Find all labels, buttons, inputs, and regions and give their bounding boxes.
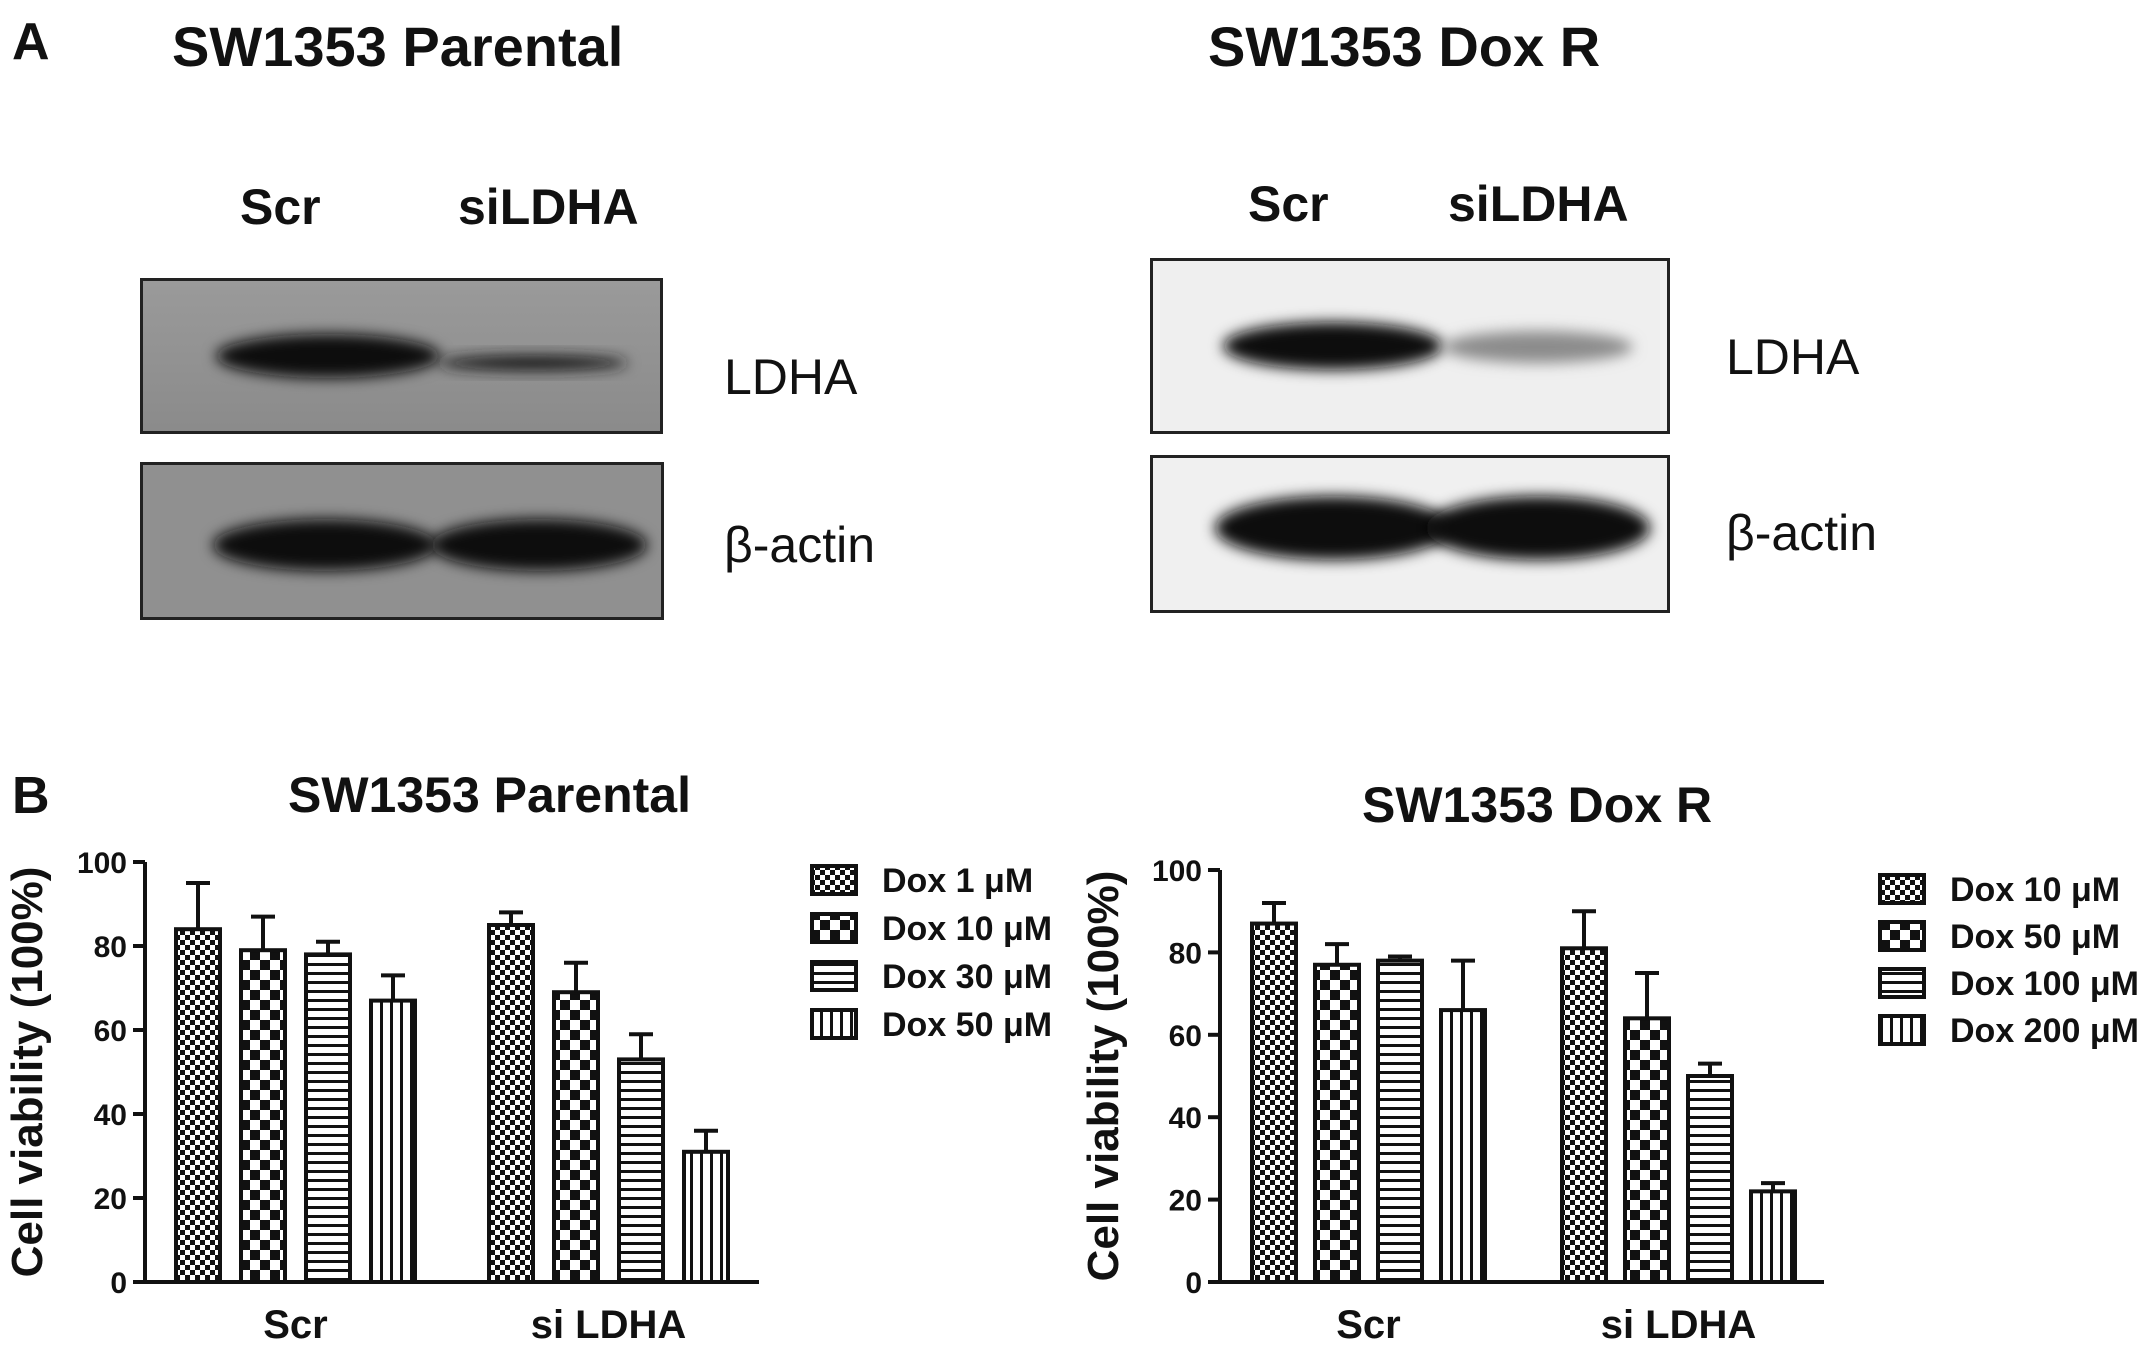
bar	[174, 927, 222, 1284]
band-actin-scr	[213, 519, 437, 571]
legend-swatch	[1878, 873, 1926, 905]
protein-label-ldha: LDHA	[724, 349, 858, 405]
band-actin-sildha	[431, 519, 647, 571]
bar	[1686, 1074, 1734, 1284]
bar	[239, 948, 287, 1284]
ldha-blot-parental	[140, 278, 663, 434]
legend-label: Dox 10 μM	[1950, 871, 2120, 909]
bar	[1560, 946, 1608, 1285]
panel-a-label: A	[12, 13, 50, 71]
y-tick-label: 60	[94, 1015, 127, 1048]
bar	[1623, 1016, 1671, 1284]
band-actin-sildha	[1426, 496, 1650, 560]
chart-title-parental: SW1353 Parental	[288, 767, 691, 823]
actin-blot-parental-image	[143, 465, 661, 617]
bar	[304, 952, 352, 1285]
bar	[1439, 1008, 1487, 1285]
bar	[369, 998, 417, 1284]
ldha-blot-doxr	[1150, 258, 1670, 434]
bar	[487, 923, 535, 1284]
y-tick-label: 0	[1185, 1267, 1202, 1300]
y-tick-label: 20	[94, 1183, 127, 1216]
bar	[617, 1057, 665, 1285]
y-tick-label: 60	[1169, 1020, 1202, 1053]
legend-swatch	[1878, 920, 1926, 952]
bar	[1376, 958, 1424, 1284]
blot-title-parental: SW1353 Parental	[172, 15, 624, 78]
bar	[682, 1149, 730, 1285]
protein-label-ldha: LDHA	[1726, 329, 1860, 385]
ldha-blot-parental-image	[143, 281, 660, 431]
y-axis-label: Cell viability (100%)	[1079, 871, 1128, 1282]
band-ldha-sildha	[1443, 331, 1633, 363]
actin-blot-doxr	[1150, 455, 1670, 613]
band-ldha-scr	[216, 334, 440, 378]
legend-label: Dox 30 μM	[882, 958, 1052, 996]
protein-label-actin: β-actin	[1726, 505, 1878, 561]
y-tick-label: 80	[94, 931, 127, 964]
legend-label: Dox 50 μM	[882, 1006, 1052, 1044]
legend-label: Dox 50 μM	[1950, 918, 2120, 956]
legend-label: Dox 100 μM	[1950, 965, 2139, 1003]
chart-title-doxr: SW1353 Dox R	[1362, 777, 1713, 833]
y-tick-label: 20	[1169, 1185, 1202, 1218]
legend-label: Dox 10 μM	[882, 910, 1052, 948]
lane-label-scr: Scr	[240, 179, 321, 235]
band-ldha-sildha	[438, 355, 628, 371]
actin-blot-doxr-image	[1153, 458, 1667, 610]
legend-swatch	[810, 1008, 858, 1040]
x-category-label: Scr	[263, 1303, 328, 1347]
lane-label-sildha: siLDHA	[1448, 176, 1629, 232]
band-ldha-scr	[1223, 322, 1443, 370]
panel-b-label: B	[12, 767, 50, 825]
lane-label-scr: Scr	[1248, 176, 1329, 232]
y-tick-label: 0	[110, 1267, 127, 1300]
lane-label-sildha: siLDHA	[458, 179, 639, 235]
y-axis-label: Cell viability (100%)	[3, 867, 52, 1278]
legend-swatch	[1878, 1014, 1926, 1046]
y-tick-label: 40	[94, 1099, 127, 1132]
bar	[1313, 962, 1361, 1284]
x-category-label: si LDHA	[1601, 1303, 1757, 1347]
x-category-label: si LDHA	[531, 1303, 687, 1347]
chart-0: 0 20 40 60 80 100 Cell viability (100%) Scr si L…	[3, 847, 1052, 1347]
y-tick-label: 40	[1169, 1102, 1202, 1135]
legend-label: Dox 200 μM	[1950, 1012, 2139, 1050]
blot-title-doxr: SW1353 Dox R	[1208, 15, 1601, 78]
legend-swatch	[1878, 967, 1926, 999]
actin-blot-parental	[140, 462, 664, 620]
legend-swatch	[810, 912, 858, 944]
legend-swatch	[810, 960, 858, 992]
y-tick-label: 100	[77, 847, 127, 880]
y-tick-label: 100	[1152, 855, 1202, 888]
x-category-label: Scr	[1336, 1303, 1401, 1347]
ldha-blot-doxr-image	[1153, 261, 1667, 431]
band-actin-scr	[1215, 496, 1451, 560]
protein-label-actin: β-actin	[724, 517, 876, 573]
chart-1: 0 20 40 60 80 100 Cell viability (100%) Scr si L…	[1079, 855, 2139, 1347]
legend-swatch	[810, 864, 858, 896]
y-tick-label: 80	[1169, 937, 1202, 970]
bar	[1749, 1189, 1797, 1284]
bar	[1250, 921, 1298, 1284]
legend-label: Dox 1 μM	[882, 862, 1033, 900]
bar	[552, 990, 600, 1284]
